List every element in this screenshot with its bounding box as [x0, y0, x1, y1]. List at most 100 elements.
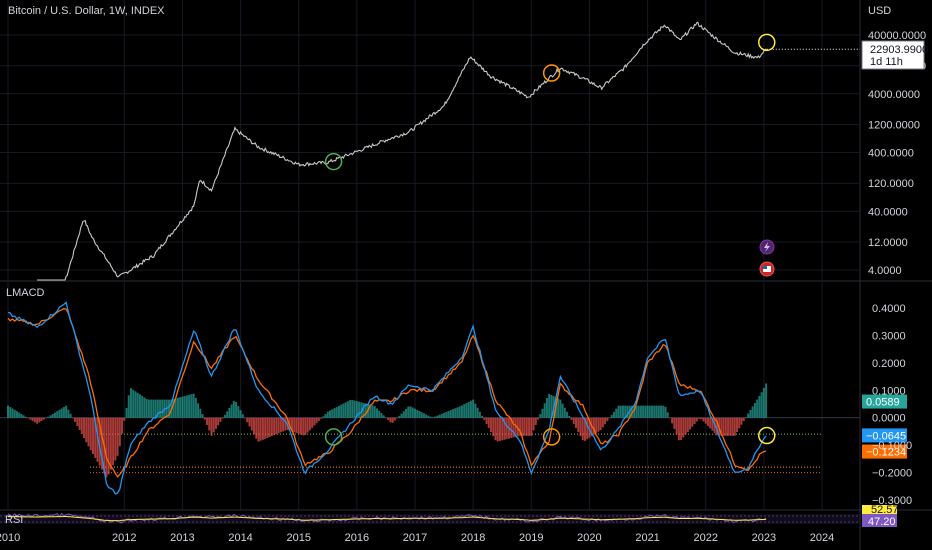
macd-histogram-bar: [503, 417, 506, 440]
macd-histogram-bar: [217, 417, 220, 426]
macd-histogram-bar: [478, 411, 481, 418]
macd-histogram-bar: [733, 417, 736, 436]
macd-histogram-bar: [116, 417, 119, 456]
rsi-ma-badge: [862, 505, 897, 514]
macd-tick-label: −0.2000: [872, 468, 912, 480]
x-tick-label: 2024: [810, 532, 834, 544]
macd-histogram-bar: [429, 416, 432, 418]
rsi-pane[interactable]: [0, 512, 860, 525]
rsi-ma-line[interactable]: [8, 516, 767, 522]
macd-histogram-bar: [599, 417, 602, 431]
symbol-title: Bitcoin / U.S. Dollar, 1W, INDEX: [8, 5, 165, 17]
macd-pane[interactable]: 0.0589 −0.0645 −0.1234: [0, 301, 907, 495]
macd-histogram-bar: [181, 396, 184, 418]
macd-histogram-bar: [572, 417, 575, 424]
macd-histogram-bar: [543, 403, 546, 418]
macd-histogram-bar: [226, 411, 229, 418]
macd-histogram-bar: [563, 407, 566, 418]
macd-histogram-bar: [33, 417, 36, 423]
macd-histogram-bar: [78, 417, 81, 431]
macd-histogram-bar: [154, 399, 157, 418]
macd-histogram-bar: [275, 417, 278, 435]
price-pane[interactable]: [37, 21, 860, 281]
macd-histogram-bar: [373, 406, 376, 418]
macd-histogram-bar: [293, 417, 296, 433]
macd-histogram-bar: [58, 409, 61, 418]
macd-histogram-bar: [490, 417, 493, 433]
last-price-value: 22903.9900: [870, 44, 928, 56]
macd-histogram-bar: [326, 411, 329, 418]
macd-histogram-bar: [264, 417, 267, 439]
macd-histogram-bar: [31, 417, 34, 421]
macd-histogram-bar: [711, 417, 714, 431]
macd-line[interactable]: [7, 301, 767, 495]
macd-histogram-bar: [749, 409, 752, 418]
price-tick-label: 4.0000: [868, 265, 902, 277]
macd-histogram-bar: [536, 417, 539, 420]
macd-tick-label: 0.1000: [872, 385, 906, 397]
macd-histogram-bar: [159, 399, 162, 418]
macd-histogram-bar: [469, 400, 472, 418]
macd-histogram-bar: [355, 401, 358, 418]
macd-histogram-bar: [362, 402, 365, 418]
macd-histogram-bar: [268, 417, 271, 438]
axes: 2010 2012 2013 2014 2015 2016 2017 2018 2019 2020…: [0, 30, 926, 544]
macd-histogram-bar: [150, 399, 153, 418]
x-tick-label: 2015: [286, 532, 310, 544]
macd-histogram-bar: [425, 414, 428, 418]
macd-histogram-bar: [112, 417, 115, 466]
macd-histogram-bar: [286, 417, 289, 430]
macd-histogram-bar: [637, 405, 640, 418]
macd-histogram-bar: [411, 407, 414, 418]
macd-histogram-bar: [731, 417, 734, 436]
macd-histogram-bar: [675, 417, 678, 435]
macd-histogram-bar: [566, 411, 569, 418]
macd-histogram-bar: [626, 405, 629, 418]
macd-histogram-bar: [382, 415, 385, 418]
macd-histogram-bar: [646, 405, 649, 418]
macd-histogram-bar: [67, 409, 70, 418]
macd-histogram-bar: [49, 415, 52, 418]
signal-line[interactable]: [7, 307, 767, 478]
macd-histogram-bar: [601, 417, 604, 428]
macd-histogram-bar: [597, 417, 600, 432]
macd-histogram-bar: [89, 417, 92, 451]
price-annotation-circle: [324, 152, 343, 171]
macd-histogram-bar: [230, 404, 233, 418]
macd-annotation-circle: [542, 428, 561, 446]
macd-histogram-bar: [210, 417, 213, 436]
macd-histogram-bar: [400, 413, 403, 418]
macd-histogram-bar: [172, 398, 175, 418]
macd-histogram-bar: [118, 417, 121, 447]
macd-histogram-bar: [277, 417, 280, 434]
macd-histogram-bar: [56, 411, 59, 418]
macd-histogram-bar: [145, 398, 148, 418]
us-flag-event-icon[interactable]: [759, 261, 775, 277]
macd-histogram-bar: [579, 417, 582, 437]
macd-histogram-bar: [492, 417, 495, 437]
macd-value-badge-text: −0.1234: [866, 447, 906, 459]
macd-histogram-bar: [613, 411, 616, 418]
macd-histogram-bar: [498, 417, 501, 441]
price-series-line[interactable]: [37, 21, 767, 281]
macd-histogram-bar: [762, 387, 765, 418]
rsi-value-badge: [862, 514, 897, 527]
macd-histogram-bar: [322, 416, 325, 418]
macd-histogram-bar: [592, 417, 595, 435]
macd-histogram-bar: [194, 397, 197, 418]
macd-histogram-bar: [751, 406, 754, 418]
macd-histogram-bar: [121, 417, 124, 434]
macd-histogram-bar: [396, 417, 399, 419]
macd-histogram-bar: [168, 399, 171, 418]
macd-histogram-bar: [610, 414, 613, 418]
lightning-event-icon[interactable]: [759, 239, 775, 255]
macd-histogram-bar: [662, 405, 665, 418]
macd-histogram-bar: [523, 417, 526, 436]
macd-annotation-circle: [758, 426, 776, 445]
countdown-value: 1d 11h: [870, 56, 903, 68]
macd-histogram-bar: [452, 409, 455, 418]
macd-histogram-bar: [51, 414, 54, 418]
macd-histogram-bar: [561, 403, 564, 418]
macd-value-badge: [862, 444, 907, 459]
macd-histogram-bar: [380, 413, 383, 418]
